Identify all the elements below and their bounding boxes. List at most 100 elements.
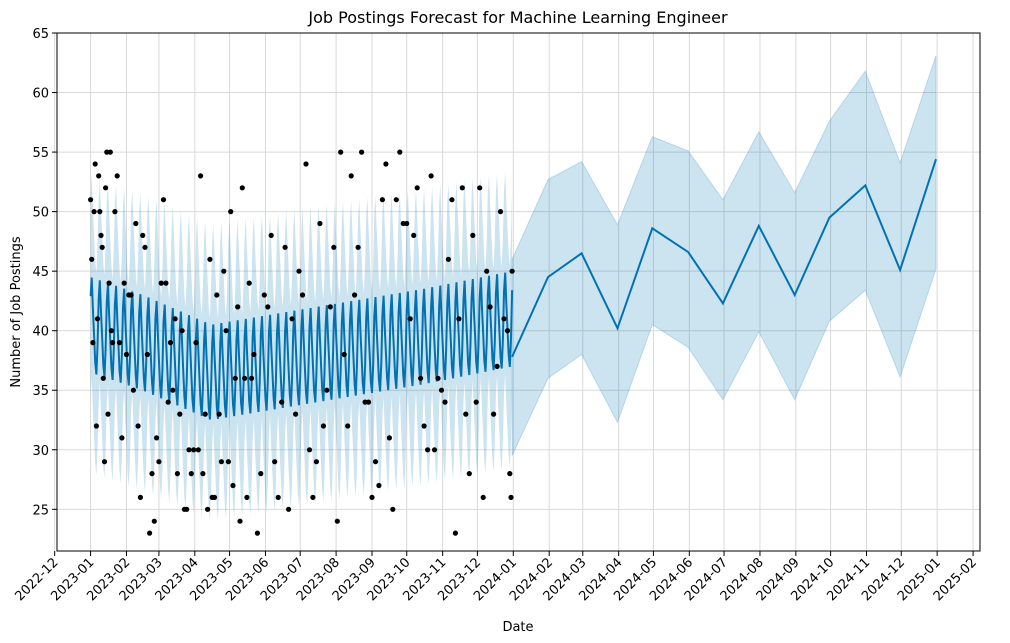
observed-point	[244, 494, 250, 500]
observed-point	[112, 209, 118, 215]
history-line-path	[89, 272, 514, 420]
observed-point	[442, 399, 448, 405]
observed-point	[411, 232, 417, 238]
observed-point	[341, 351, 347, 358]
observed-point	[216, 411, 222, 417]
y-tick-label: 45	[32, 265, 49, 280]
observed-point	[123, 351, 130, 358]
observed-point	[130, 387, 136, 393]
observed-point	[154, 435, 160, 441]
y-tick-label: 30	[32, 444, 49, 459]
observed-point	[184, 506, 190, 512]
observed-point	[265, 304, 271, 310]
observed-point	[390, 506, 396, 512]
observed-point	[93, 423, 99, 429]
forecast-line-path	[511, 158, 937, 358]
observed-point	[338, 149, 344, 155]
observed-point	[94, 316, 101, 322]
observed-point	[100, 375, 106, 381]
observed-point	[296, 268, 302, 274]
observed-point	[193, 340, 199, 346]
observed-point	[359, 149, 365, 155]
observed-point	[491, 411, 497, 417]
observed-point	[286, 506, 292, 512]
observed-point	[110, 340, 116, 346]
y-tick-label: 35	[32, 384, 49, 399]
observed-point	[90, 340, 96, 346]
observed-point	[116, 340, 123, 346]
observed-point	[239, 185, 245, 191]
observed-point	[230, 482, 236, 489]
observed-point	[105, 411, 111, 417]
observed-point	[509, 268, 515, 274]
observed-point	[188, 471, 194, 477]
observed-point	[91, 209, 97, 215]
observed-point	[99, 244, 105, 250]
observed-point	[242, 375, 248, 381]
observed-point	[218, 459, 224, 465]
observed-point	[372, 459, 379, 465]
observed-point	[331, 244, 337, 250]
observed-point	[421, 423, 427, 429]
observed-point	[303, 161, 309, 167]
observed-point	[431, 447, 438, 453]
chart-title: Job Postings Forecast for Machine Learni…	[307, 8, 728, 27]
observed-point	[174, 471, 180, 477]
observed-point	[108, 328, 114, 334]
observed-point	[507, 471, 513, 477]
observed-point	[334, 518, 340, 524]
observed-point	[103, 185, 109, 191]
observed-point	[501, 316, 507, 322]
observed-point	[275, 494, 281, 500]
observed-point	[221, 268, 227, 274]
observed-point	[497, 209, 504, 215]
observed-point	[414, 185, 420, 191]
observed-point	[207, 256, 213, 262]
observed-point	[177, 411, 183, 417]
observed-point	[237, 518, 243, 524]
grid	[54, 32, 980, 551]
observed-point	[369, 494, 375, 500]
observed-point	[151, 518, 157, 524]
observed-point	[282, 244, 288, 250]
observed-point	[128, 292, 134, 298]
observed-point	[261, 292, 267, 298]
observed-point	[140, 232, 146, 238]
y-axis-title: Number of Job Postings	[9, 236, 24, 387]
observed-point	[504, 328, 511, 334]
observed-point	[345, 423, 351, 429]
observed-point	[191, 447, 197, 453]
observed-point	[327, 304, 333, 310]
observed-point	[200, 471, 206, 477]
observed-points	[88, 149, 515, 536]
observed-point	[379, 197, 385, 203]
observed-point	[348, 173, 354, 179]
observed-point	[508, 494, 514, 500]
observed-point	[459, 185, 465, 191]
observed-point	[365, 399, 372, 405]
observed-point	[258, 471, 264, 477]
observed-point	[306, 447, 313, 453]
observed-point	[156, 459, 162, 465]
observed-point	[249, 375, 255, 381]
observed-point	[293, 411, 299, 417]
forecast-band-area	[511, 55, 937, 456]
observed-point	[487, 304, 493, 310]
observed-point	[158, 280, 164, 286]
observed-point	[376, 482, 382, 489]
y-tick-label: 25	[32, 503, 49, 518]
forecast-uncertainty-band	[511, 55, 937, 456]
observed-point	[473, 399, 479, 405]
observed-point	[463, 411, 469, 417]
observed-point	[119, 435, 125, 441]
observed-point	[223, 328, 229, 334]
observed-point	[480, 494, 486, 500]
observed-point	[107, 149, 113, 155]
observed-point	[313, 459, 319, 465]
observed-point	[355, 244, 361, 250]
observed-point	[272, 459, 278, 465]
observed-point	[97, 209, 103, 215]
observed-point	[92, 161, 98, 167]
observed-point	[251, 351, 257, 358]
